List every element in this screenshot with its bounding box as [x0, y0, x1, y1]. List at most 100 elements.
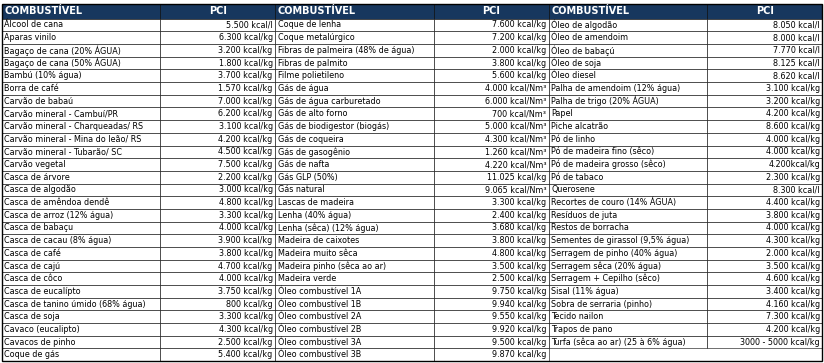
- Bar: [275, 31, 434, 44]
- Bar: [161, 146, 275, 158]
- Bar: [275, 298, 434, 310]
- Text: 700 kcal/Nm³: 700 kcal/Nm³: [492, 109, 546, 118]
- Bar: [434, 171, 549, 184]
- Bar: [434, 348, 549, 361]
- Bar: [2, 146, 161, 158]
- Bar: [161, 247, 275, 260]
- Bar: [434, 133, 549, 146]
- Bar: [2, 336, 161, 348]
- Bar: [549, 133, 708, 146]
- Text: Sementes de girassol (9,5% água): Sementes de girassol (9,5% água): [551, 236, 690, 245]
- Text: 1.800 kcal/kg: 1.800 kcal/kg: [218, 58, 273, 68]
- Bar: [434, 184, 549, 196]
- Text: Bagaço de cana (20% ÁGUA): Bagaço de cana (20% ÁGUA): [4, 45, 121, 56]
- Bar: [2, 298, 161, 310]
- Bar: [434, 95, 549, 107]
- Text: Borra de café: Borra de café: [4, 84, 59, 93]
- Text: Casca de tanino úmido (68% água): Casca de tanino úmido (68% água): [4, 299, 146, 309]
- Text: Recortes de couro (14% ÁGUA): Recortes de couro (14% ÁGUA): [551, 198, 677, 207]
- Text: COMBUSTÍVEL: COMBUSTÍVEL: [4, 6, 82, 16]
- Bar: [549, 272, 708, 285]
- Bar: [708, 222, 822, 234]
- Text: Carvão vegetal: Carvão vegetal: [4, 160, 66, 169]
- Bar: [434, 222, 549, 234]
- Bar: [2, 222, 161, 234]
- Text: PCI: PCI: [756, 6, 774, 16]
- Text: Carvão mineral - Mina do leão/ RS: Carvão mineral - Mina do leão/ RS: [4, 135, 142, 144]
- Bar: [2, 107, 161, 120]
- Bar: [275, 196, 434, 209]
- Bar: [2, 209, 161, 222]
- Text: Coque de lenha: Coque de lenha: [278, 20, 341, 29]
- Text: Pó de linho: Pó de linho: [551, 135, 596, 144]
- Bar: [161, 184, 275, 196]
- Bar: [549, 196, 708, 209]
- Text: Óleo combustível 2A: Óleo combustível 2A: [278, 312, 361, 321]
- Text: 2.500 kcal/kg: 2.500 kcal/kg: [218, 338, 273, 347]
- Bar: [275, 348, 434, 361]
- Bar: [2, 44, 161, 57]
- Bar: [549, 82, 708, 95]
- Text: 3.100 kcal/kg: 3.100 kcal/kg: [218, 122, 273, 131]
- Text: 4.200 kcal/kg: 4.200 kcal/kg: [218, 135, 273, 144]
- Text: 4.800 kcal/kg: 4.800 kcal/kg: [492, 249, 546, 258]
- Text: 4.000 kcal/kg: 4.000 kcal/kg: [765, 147, 820, 156]
- Text: 7.500 kcal/kg: 7.500 kcal/kg: [218, 160, 273, 169]
- Bar: [161, 336, 275, 348]
- Text: 3.800 kcal/kg: 3.800 kcal/kg: [492, 58, 546, 68]
- Text: Gás GLP (50%): Gás GLP (50%): [278, 173, 338, 182]
- Text: Gás de alto forno: Gás de alto forno: [278, 109, 347, 118]
- Bar: [549, 57, 708, 69]
- Bar: [2, 310, 161, 323]
- Text: Filme polietileno: Filme polietileno: [278, 71, 344, 80]
- Bar: [275, 158, 434, 171]
- Bar: [708, 234, 822, 247]
- Text: 7.770 kcal/l: 7.770 kcal/l: [773, 46, 820, 55]
- Text: Óleo combustível 1B: Óleo combustível 1B: [278, 299, 361, 309]
- Bar: [549, 171, 708, 184]
- Bar: [434, 247, 549, 260]
- Text: 4.000 kcal/Nm³: 4.000 kcal/Nm³: [485, 84, 546, 93]
- Text: Bambú (10% água): Bambú (10% água): [4, 71, 82, 80]
- Bar: [549, 260, 708, 272]
- Text: 9.550 kcal/kg: 9.550 kcal/kg: [492, 312, 546, 321]
- Bar: [549, 234, 708, 247]
- Text: Madeira pinho (sêca ao ar): Madeira pinho (sêca ao ar): [278, 261, 386, 271]
- Text: 4.160 kcal/kg: 4.160 kcal/kg: [765, 299, 820, 309]
- Text: Carvão mineral - Tubarão/ SC: Carvão mineral - Tubarão/ SC: [4, 147, 122, 156]
- Bar: [549, 310, 708, 323]
- Bar: [434, 234, 549, 247]
- Bar: [161, 69, 275, 82]
- Bar: [434, 57, 549, 69]
- Bar: [275, 107, 434, 120]
- Bar: [549, 31, 708, 44]
- Text: 3.680 kcal/kg: 3.680 kcal/kg: [492, 224, 546, 232]
- Bar: [708, 44, 822, 57]
- Text: Gás de biodigestor (biogás): Gás de biodigestor (biogás): [278, 122, 389, 131]
- Text: 9.920 kcal/kg: 9.920 kcal/kg: [492, 325, 546, 334]
- Bar: [275, 69, 434, 82]
- Bar: [275, 133, 434, 146]
- Text: 11.025 kcal/kg: 11.025 kcal/kg: [487, 173, 546, 182]
- Text: PCI: PCI: [208, 6, 227, 16]
- Bar: [434, 107, 549, 120]
- Bar: [434, 120, 549, 133]
- Text: Óleo de babaçú: Óleo de babaçú: [551, 45, 615, 56]
- Text: 9.500 kcal/kg: 9.500 kcal/kg: [492, 338, 546, 347]
- Text: Pó de madeira fino (sêco): Pó de madeira fino (sêco): [551, 147, 654, 156]
- Text: Gás de água: Gás de água: [278, 84, 328, 93]
- Bar: [161, 323, 275, 336]
- Bar: [275, 209, 434, 222]
- Text: Óleo diesel: Óleo diesel: [551, 71, 596, 80]
- Bar: [549, 298, 708, 310]
- Text: Pó de madeira grosso (sêco): Pó de madeira grosso (sêco): [551, 160, 666, 169]
- Text: Pó de tabaco: Pó de tabaco: [551, 173, 604, 182]
- Text: COMBUSTÍVEL: COMBUSTÍVEL: [551, 6, 630, 16]
- Text: 800 kcal/kg: 800 kcal/kg: [226, 299, 273, 309]
- Bar: [708, 31, 822, 44]
- Text: 4.300 kcal/kg: 4.300 kcal/kg: [765, 236, 820, 245]
- Bar: [275, 120, 434, 133]
- Bar: [549, 19, 708, 31]
- Bar: [161, 57, 275, 69]
- Bar: [275, 44, 434, 57]
